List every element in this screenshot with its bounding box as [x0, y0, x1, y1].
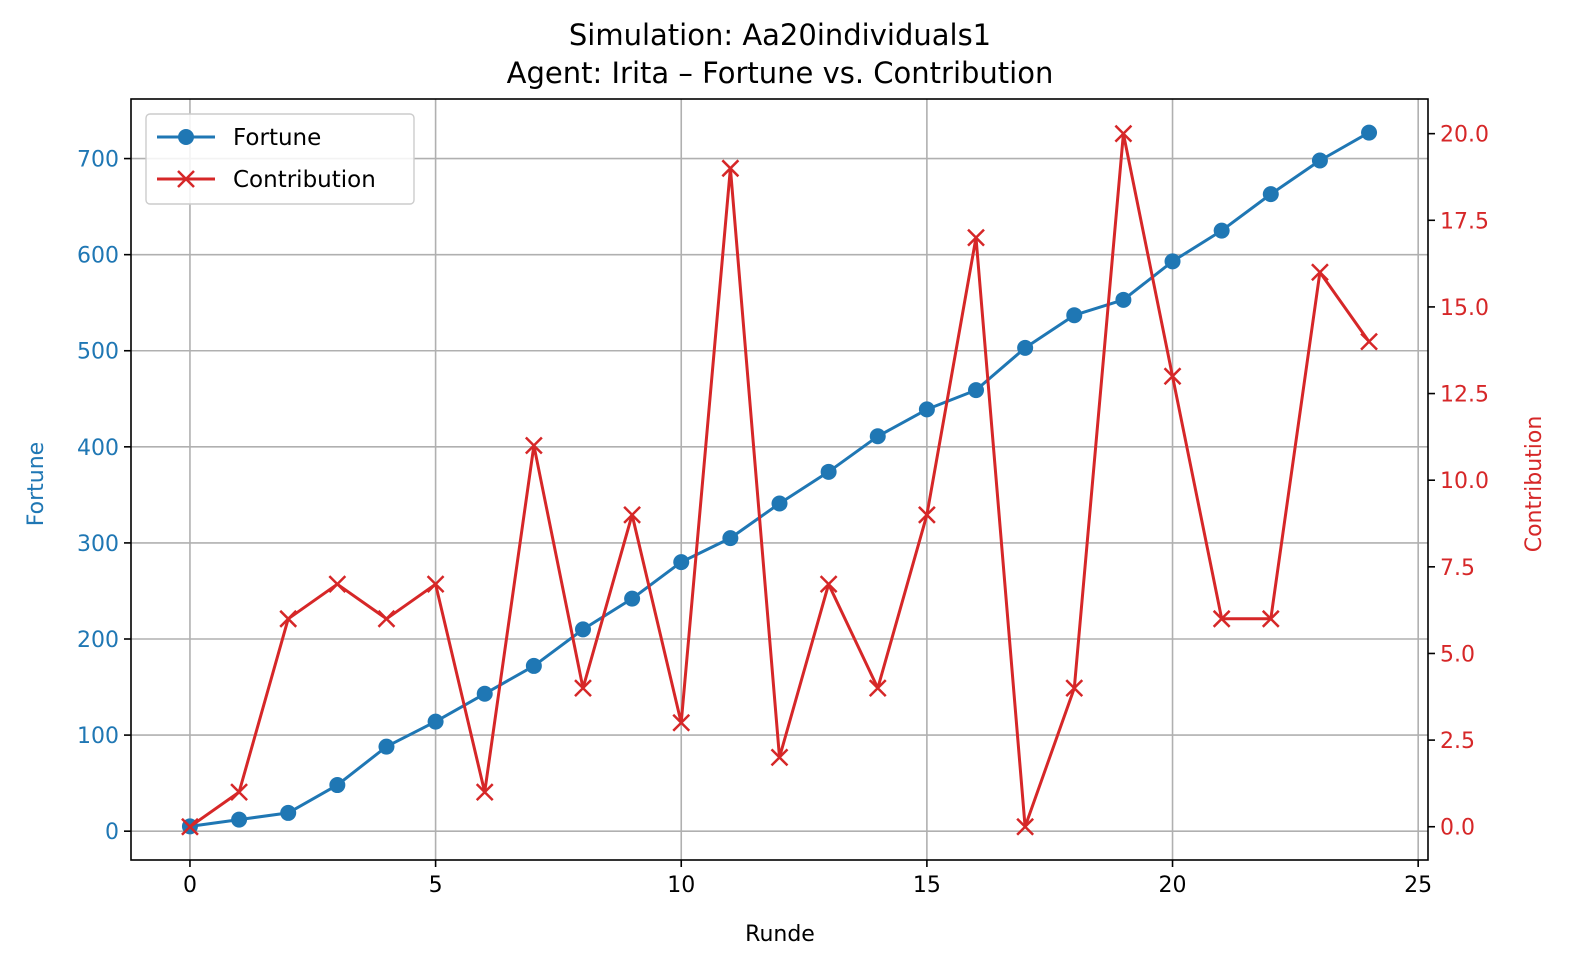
fortune-point [1066, 307, 1083, 324]
contribution-point [524, 436, 543, 455]
contribution-point [1163, 367, 1182, 386]
y-left-tick-label: 300 [77, 532, 119, 557]
contribution-point [1114, 124, 1133, 143]
fortune-point [820, 463, 837, 480]
y-left-tick-label: 700 [77, 148, 119, 173]
x-tick-label: 10 [667, 873, 695, 898]
y-right-tick-label: 7.5 [1440, 556, 1475, 581]
y-left-tick-label: 500 [77, 340, 119, 365]
contribution-point [328, 575, 347, 594]
contribution-point [1016, 817, 1035, 836]
y-axis-label-left: Fortune [24, 442, 49, 526]
y-right-tick-label: 2.5 [1440, 729, 1475, 754]
legend-contribution-marker [177, 170, 195, 188]
y-right-tick-label: 20.0 [1440, 123, 1489, 148]
fortune-point [1361, 124, 1378, 141]
contribution-point [426, 575, 445, 594]
chart-subtitle: Agent: Irita – Fortune vs. Contribution [507, 56, 1054, 90]
fortune-point [231, 811, 248, 828]
plot-area [131, 99, 1428, 860]
contribution-point [819, 575, 838, 594]
fortune-point [1017, 339, 1034, 356]
fortune-point [673, 554, 690, 571]
contribution-point [230, 783, 248, 801]
fortune-point [329, 777, 346, 794]
contribution-point [181, 817, 199, 836]
contribution-point [1360, 332, 1378, 351]
contribution-point [868, 679, 887, 698]
legend-contribution-label: Contribution [233, 167, 376, 193]
y-left-tick-label: 0 [105, 820, 119, 845]
x-tick-label: 25 [1404, 873, 1432, 898]
y-right-tick-label: 0.0 [1440, 816, 1475, 841]
contribution-point [770, 748, 789, 767]
y-left-tick-label: 200 [77, 628, 119, 653]
fortune-point [378, 738, 395, 755]
contribution-point [1065, 679, 1084, 698]
fortune-point [476, 685, 493, 702]
chart-title: Simulation: Aa20individuals1 [569, 18, 991, 52]
fortune-point [624, 590, 641, 607]
fortune-point [574, 621, 591, 638]
contribution-point [623, 505, 641, 524]
x-tick-label: 15 [913, 873, 941, 898]
x-tick-label: 5 [429, 873, 443, 898]
y-right-tick-label: 17.5 [1440, 209, 1489, 234]
contribution-point [1311, 263, 1329, 282]
fortune-point [1262, 186, 1279, 203]
contribution-point [967, 228, 985, 247]
series-layer [181, 124, 1378, 836]
y-axis-label-right: Contribution [1522, 416, 1547, 553]
contribution-point [918, 505, 936, 524]
fortune-point [1311, 152, 1328, 169]
legend: Fortune Contribution [145, 113, 415, 205]
contribution-point [1212, 609, 1231, 628]
x-tick-label: 0 [183, 873, 197, 898]
fortune-point [525, 657, 542, 674]
fortune-point [1164, 253, 1181, 270]
y-right-tick-label: 12.5 [1440, 383, 1489, 408]
contribution-point [475, 783, 494, 801]
contribution-point [377, 609, 396, 628]
contribution-point [1261, 609, 1280, 628]
fortune-point [280, 804, 297, 821]
y-right-tick-label: 5.0 [1440, 642, 1475, 667]
ticks: 0 5 10 15 20 25 0 100 200 300 400 500 600 700 0.0 2.5 5.… [77, 123, 1489, 898]
fortune-point [722, 530, 739, 547]
fortune-point [771, 495, 788, 512]
y-right-tick-label: 15.0 [1440, 296, 1489, 321]
contribution-point [574, 679, 592, 698]
x-tick-label: 20 [1159, 873, 1187, 898]
contribution-point [279, 609, 298, 628]
contribution-point [721, 159, 740, 178]
y-left-tick-label: 600 [77, 244, 119, 269]
grid [131, 99, 1428, 860]
fortune-point [918, 401, 935, 418]
fortune-point [1115, 291, 1132, 308]
fortune-point [427, 713, 444, 730]
legend-fortune-marker [178, 129, 194, 145]
fortune-point [1213, 222, 1230, 239]
contribution-point [672, 713, 691, 732]
x-axis-label: Runde [745, 922, 815, 947]
y-left-tick-label: 100 [77, 724, 119, 749]
fortune-point [869, 428, 886, 445]
fortune-point [968, 382, 985, 399]
legend-fortune-label: Fortune [233, 125, 321, 151]
y-right-tick-label: 10.0 [1440, 469, 1489, 494]
y-left-tick-label: 400 [77, 436, 119, 461]
